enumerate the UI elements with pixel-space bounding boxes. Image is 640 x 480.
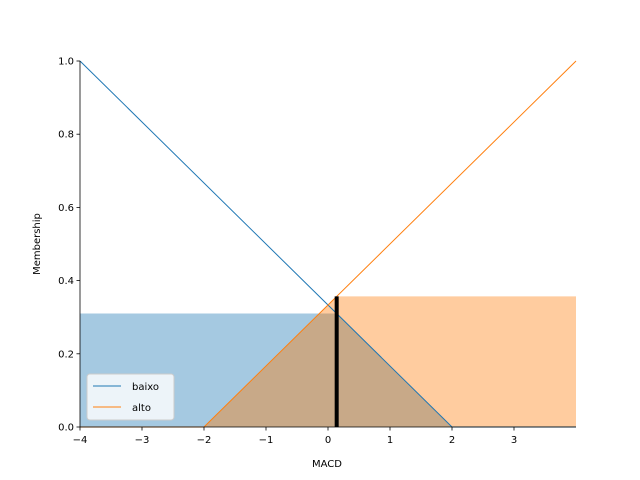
ticks: −4 −3 −2 −1 0 1 2 3 0.0 0.2 0.4 0.6 0.8 1.0 [58, 57, 517, 447]
x-tick-label: −2 [197, 435, 212, 446]
x-tick-label: −1 [259, 435, 274, 446]
legend-box [86, 373, 175, 421]
y-axis-label: Membership [32, 213, 43, 275]
x-tick-label: −3 [135, 435, 150, 446]
aggregate-fill [80, 313, 576, 427]
y-tick-label: 0.6 [58, 203, 74, 214]
x-axis-label: MACD [312, 459, 342, 470]
x-tick-label: 2 [449, 435, 455, 446]
y-tick-label: 0.2 [58, 349, 74, 360]
y-tick-label: 0.4 [58, 276, 74, 287]
y-tick-label: 0.0 [58, 423, 74, 434]
x-tick-label: 0 [325, 435, 331, 446]
x-tick-label: 3 [511, 435, 517, 446]
y-tick-label: 0.8 [58, 130, 74, 141]
x-tick-label: 1 [387, 435, 393, 446]
legend: baixo alto [86, 373, 175, 421]
aggregate-overlap-fill [80, 313, 576, 427]
x-tick-label: −4 [73, 435, 88, 446]
y-tick-label: 1.0 [58, 57, 74, 68]
legend-label-alto: alto [132, 403, 151, 414]
legend-label-baixo: baixo [132, 382, 159, 393]
